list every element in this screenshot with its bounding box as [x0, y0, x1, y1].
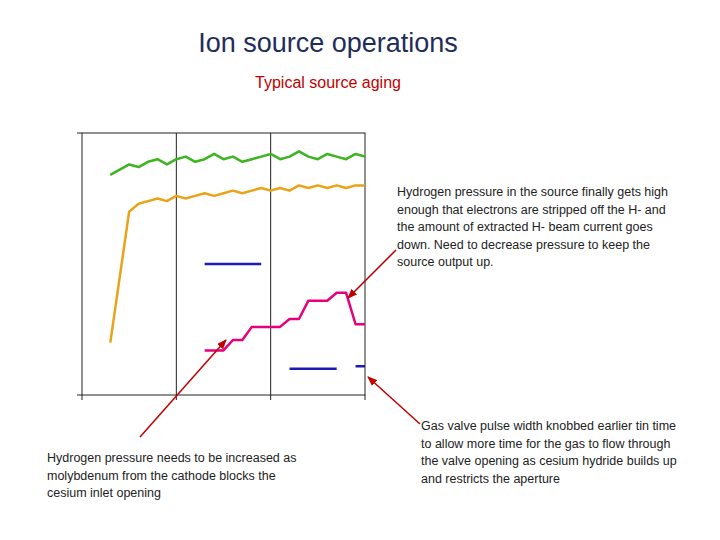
annotation-line: Gas valve pulse width knobbed earlier ti… [421, 419, 676, 433]
annotation-line: to allow more time for the gas to flow t… [421, 437, 670, 451]
annotation-line: Hydrogen pressure in the source finally … [397, 185, 668, 199]
x-tick [270, 395, 271, 400]
annotation-line: enough that electrons are stripped off t… [397, 203, 666, 217]
annotation-line: and restricts the aperture [421, 472, 560, 486]
subtitle: Typical source aging [255, 74, 401, 91]
annotation: Hydrogen pressure needs to be increased … [47, 451, 296, 500]
x-tick [82, 395, 83, 400]
arrow [140, 340, 226, 437]
series-line [110, 151, 365, 175]
series-line [205, 293, 365, 351]
series-line [205, 264, 365, 369]
arrow [348, 250, 396, 298]
annotation-line: Hydrogen pressure needs to be increased … [47, 451, 296, 465]
annotation: Gas valve pulse width knobbed earlier ti… [421, 419, 677, 486]
grid-line [270, 133, 271, 395]
y-tick [77, 133, 82, 134]
annotation-line: source output up. [397, 255, 494, 269]
plot-data [110, 151, 365, 368]
annotation-line: the amount of extracted H- beam current … [397, 220, 653, 234]
title: Ion source operations [198, 28, 458, 58]
annotation-line: the valve opening as cesium hydride buil… [421, 454, 677, 468]
arrow [368, 377, 420, 424]
slide: Ion source operations Typical source agin… [0, 0, 720, 540]
x-tick [365, 395, 366, 400]
y-tick [77, 395, 82, 396]
grid-line [176, 133, 177, 395]
annotation: Hydrogen pressure in the source finally … [397, 185, 668, 269]
annotation-line: down. Need to decrease pressure to keep … [397, 238, 650, 252]
plot-frame [82, 133, 365, 395]
annotation-line: cesium inlet opening [47, 486, 161, 500]
annotation-line: molybdenum from the cathode blocks the [47, 469, 276, 483]
